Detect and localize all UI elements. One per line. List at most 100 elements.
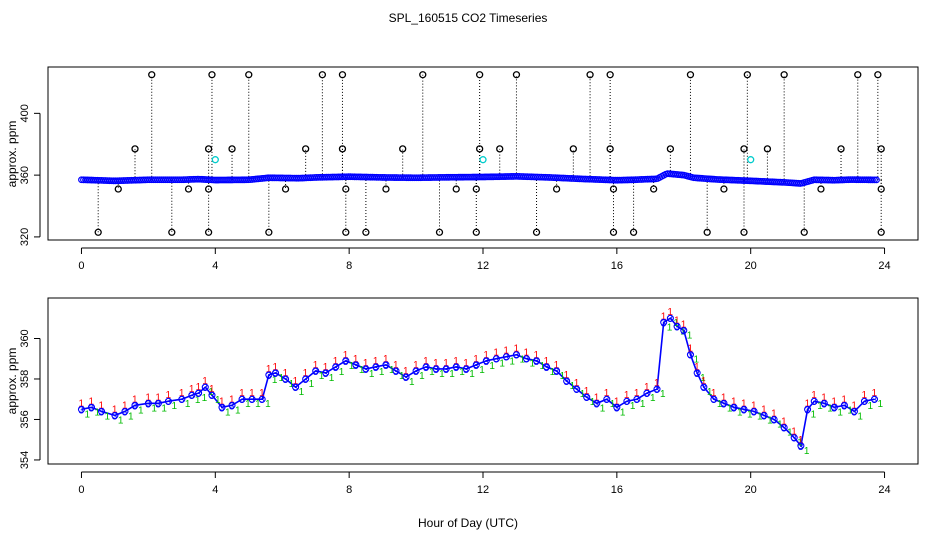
series-marker-3: 3: [229, 401, 235, 412]
series-marker-3: 3: [851, 407, 857, 418]
series-point: [302, 375, 310, 383]
series-marker-3: 3: [741, 405, 747, 416]
series-point: [870, 395, 879, 403]
series-marker-3: 3: [453, 363, 459, 374]
series-point: [710, 395, 718, 403]
series-marker-1: 1: [202, 376, 208, 387]
series-point: [282, 375, 290, 383]
x-axis-label: Hour of Day (UTC): [418, 516, 518, 530]
high-outlier-point: [743, 71, 751, 79]
x-tick-label: 20: [745, 260, 757, 272]
dip-outlier-point: [452, 185, 460, 193]
series-marker-1: 1: [343, 350, 349, 361]
series-point: [643, 389, 651, 397]
series-marker-1: 1: [584, 386, 590, 397]
dip-outlier-point: [382, 185, 390, 193]
high-outlier-point: [338, 71, 347, 79]
series-marker-1: 1: [811, 390, 817, 401]
series-point: [362, 365, 370, 373]
low-outlier-point: [342, 228, 350, 236]
series-marker-3: 3: [687, 351, 693, 362]
series-marker-1: 1: [550, 367, 556, 378]
y-tick-label: 360: [19, 166, 31, 184]
series-marker-1: 1: [600, 403, 606, 414]
series-marker-3: 3: [861, 397, 867, 408]
series-marker-3: 3: [594, 399, 600, 410]
series-marker-1: 1: [363, 358, 369, 369]
series-marker-3: 3: [303, 375, 309, 386]
series-marker-1: 1: [293, 376, 299, 387]
series-marker-1: 1: [654, 378, 660, 389]
high-outlier-point: [318, 71, 327, 79]
top-data-marks: [78, 71, 885, 236]
series-marker-3: 3: [821, 399, 827, 410]
high-outlier-point: [419, 71, 427, 79]
series-point: [492, 355, 500, 363]
series-marker-1: 1: [122, 400, 128, 411]
series-marker-1: 1: [272, 375, 278, 386]
series-marker-3: 3: [841, 401, 847, 412]
mid-outlier-point: [399, 145, 407, 153]
series-marker-1: 1: [811, 409, 817, 420]
series-point: [188, 391, 196, 399]
series-point: [292, 383, 300, 391]
top-plot-frame: [47, 66, 919, 241]
series-marker-1: 1: [667, 307, 673, 318]
series-marker-1: 1: [650, 393, 656, 404]
mid-outlier-point: [338, 145, 347, 153]
series-marker-1: 1: [195, 395, 201, 406]
series-marker-1: 1: [255, 399, 261, 410]
co2-point: [869, 176, 876, 184]
high-outlier-point: [606, 71, 614, 79]
series-point: [653, 385, 661, 393]
dip-outlier-point: [472, 185, 480, 193]
series-point: [603, 395, 611, 403]
series-marker-1: 1: [249, 388, 255, 399]
series-marker-3: 3: [189, 391, 195, 402]
series-marker-1: 1: [433, 358, 439, 369]
series-marker-3: 3: [363, 365, 369, 376]
series-marker-3: 3: [413, 367, 419, 378]
series-marker-1: 1: [493, 348, 499, 359]
series-marker-3: 3: [239, 395, 245, 406]
series-marker-1: 1: [303, 368, 309, 379]
series-marker-1: 1: [309, 379, 315, 390]
series-marker-1: 1: [473, 354, 479, 365]
high-outlier-point: [476, 71, 484, 79]
series-marker-1: 1: [805, 398, 811, 409]
low-outlier-point: [362, 228, 370, 236]
series-marker-1: 1: [369, 369, 375, 380]
series-marker-3: 3: [112, 411, 118, 422]
series-point: [804, 405, 812, 413]
series-marker-1: 1: [693, 355, 699, 366]
x-tick-label: 8: [346, 260, 352, 272]
series-marker-1: 1: [235, 405, 241, 416]
series-marker-1: 1: [837, 407, 843, 418]
series-point: [797, 442, 805, 450]
series-marker-1: 1: [751, 400, 757, 411]
series-point: [502, 353, 510, 361]
series-marker-1: 1: [687, 330, 693, 341]
series-marker-3: 3: [219, 403, 225, 414]
dip-outlier-point: [184, 185, 193, 193]
series-marker-1: 1: [680, 326, 686, 337]
series-marker-1: 1: [540, 361, 546, 372]
series-point: [790, 434, 798, 442]
dip-outlier-point: [552, 185, 561, 193]
series-point: [402, 373, 410, 381]
series-marker-3: 3: [731, 403, 737, 414]
mid-outlier-point: [763, 145, 772, 153]
high-outlier-point: [874, 71, 882, 79]
series-marker-3: 3: [503, 353, 509, 364]
series-point: [144, 399, 152, 407]
series-marker-3: 3: [273, 369, 279, 380]
series-marker-1: 1: [489, 361, 495, 372]
dip-outlier-point: [114, 185, 122, 193]
series-marker-1: 1: [737, 407, 743, 418]
series-point: [248, 395, 256, 403]
series-marker-3: 3: [667, 314, 673, 325]
series-marker-1: 1: [590, 397, 596, 408]
series-marker-3: 3: [353, 361, 359, 372]
